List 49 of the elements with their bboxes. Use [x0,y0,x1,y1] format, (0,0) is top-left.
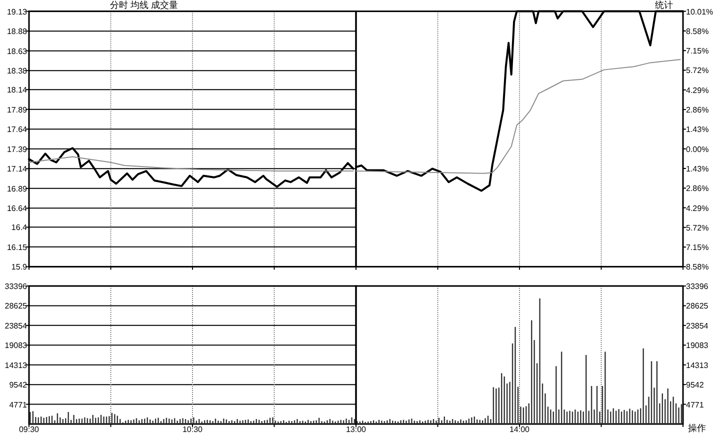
y-tick-label: 16.4 [11,223,28,232]
y2-tick-label: 1.43% [686,125,709,134]
y-tick-label: 17.39 [6,144,28,154]
y2-tick-label: 33396 [686,282,709,291]
y-tick-label: 19083 [4,341,28,350]
y-tick-label: 17.14 [6,164,28,174]
y2-tick-label: 8.58% [686,26,709,36]
y-tick-label: 18.63 [6,46,28,56]
y-tick-label: 18.88 [6,27,28,36]
y2-tick-label: 7.15% [686,46,709,56]
y-tick-label: 4771 [9,400,28,410]
y2-tick-label: 2.86% [686,106,709,115]
y2-tick-label: 4771 [686,400,704,410]
x-tick-label: 13:00 [346,425,367,433]
y2-tick-label: 19083 [686,341,709,350]
y2-tick-label: 2.86% [686,184,709,194]
x-tick-label: 10:30 [182,425,204,433]
text: 分时 均线 成交量 [110,0,178,10]
y2-tick-label: 5.72% [686,66,709,76]
y2-tick-label: 5.72% [686,223,709,232]
x-tick-label: 09:30 [18,425,40,433]
y-tick-label: 23854 [4,321,28,330]
text: 操作 [688,423,706,433]
y-tick-label: 28625 [4,302,28,311]
y-tick-label: 18.38 [6,66,28,76]
y-tick-label: 17.64 [6,125,28,134]
y-tick-label: 33396 [4,282,28,291]
y-tick-label: 19.13 [6,7,28,16]
y-tick-label: 18.14 [6,86,28,95]
y2-tick-label: 28625 [686,302,709,311]
y2-tick-label: 14313 [686,360,709,370]
y-tick-label: 16.89 [6,184,28,194]
y-tick-label: 17.89 [6,105,28,114]
y2-tick-label: 9542 [686,380,704,390]
y-tick-label: 16.15 [6,242,28,252]
y2-tick-label: 23854 [686,321,709,330]
text: 统计 [655,0,673,10]
y2-tick-label: 4.29% [686,204,709,213]
y2-tick-label: 8.58% [686,262,709,272]
y-tick-label: 15.9 [11,262,28,272]
y2-tick-label: 7.15% [686,243,709,252]
y2-tick-label: 0.00% [686,144,709,154]
y2-tick-label: 10.01% [686,7,714,16]
y2-tick-label: 1.43% [686,164,709,174]
y-tick-label: 9542 [9,380,28,390]
x-tick-label: 14:00 [509,425,530,433]
y2-tick-label: 4.29% [686,86,709,95]
y-tick-label: 16.64 [6,204,28,214]
y-tick-label: 14313 [4,360,28,370]
